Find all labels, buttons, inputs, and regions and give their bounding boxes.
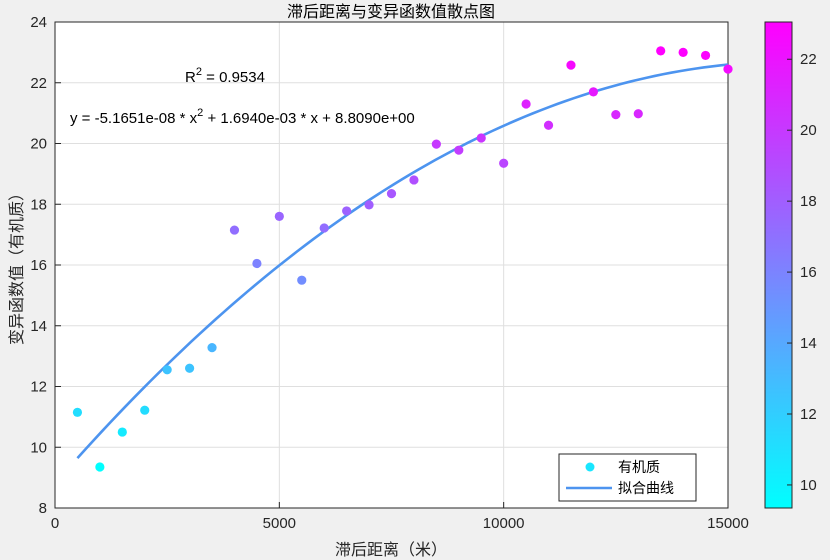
colorbar-tick-label: 10 [800, 477, 817, 494]
scatter-point [521, 99, 531, 109]
scatter-point [499, 158, 509, 168]
x-tick-label: 5000 [263, 515, 296, 532]
scatter-point [185, 363, 195, 373]
chart-title: 滞后距离与变异函数值散点图 [287, 2, 495, 21]
scatter-point [700, 50, 711, 61]
colorbar-tick-label: 14 [800, 335, 817, 352]
scatter-point [207, 343, 217, 353]
y-tick-label: 22 [30, 75, 47, 92]
y-tick-label: 14 [30, 318, 47, 335]
y-tick-label: 12 [30, 379, 47, 396]
legend-marker-scatter [585, 462, 595, 472]
scatter-points [72, 46, 733, 472]
y-axis: 8 10 12 14 16 18 20 22 24 [30, 14, 61, 517]
y-tick-label: 16 [30, 257, 47, 274]
legend-box [558, 453, 697, 502]
scatter-point [72, 407, 83, 417]
scatter-point [476, 133, 486, 143]
scatter-point [162, 365, 172, 375]
scatter-point [656, 46, 666, 56]
colorbar-tick-label: 12 [800, 406, 817, 423]
scatter-point [431, 139, 441, 149]
scatter-point [229, 225, 240, 235]
x-axis-label: 滞后距离（米） [335, 540, 447, 559]
x-tick-label: 15000 [707, 515, 749, 532]
scatter-point [252, 258, 262, 269]
x-tick-label: 10000 [483, 515, 525, 532]
fit-equation-annotation: y = -5.1651e-08 * x2 + 1.6940e-03 * x + … [70, 107, 415, 127]
colorbar [764, 21, 793, 509]
colorbar-ticks: 10 12 14 16 18 20 22 [787, 51, 817, 494]
scatter-point [678, 47, 688, 57]
scatter-point [543, 120, 554, 130]
scatter-point [364, 200, 374, 210]
scatter-point [319, 223, 329, 233]
scatter-point [633, 109, 643, 119]
r-squared-annotation: R2 = 0.9534 [185, 66, 265, 86]
y-tick-label: 10 [30, 439, 47, 456]
scatter-point [723, 64, 733, 74]
scatter-point [386, 189, 397, 199]
scatter-point [566, 60, 576, 70]
scatter-point [140, 405, 150, 415]
colorbar-tick-label: 16 [800, 264, 817, 281]
scatter-point [297, 275, 307, 285]
x-tick-label: 0 [51, 515, 59, 532]
y-tick-label: 18 [30, 196, 47, 213]
scatter-point [409, 175, 419, 185]
y-tick-label: 24 [30, 14, 47, 31]
legend-label-scatter: 有机质 [618, 460, 660, 476]
colorbar-tick-label: 20 [800, 122, 817, 139]
fit-curve-line [76, 63, 729, 459]
scatter-point [611, 110, 621, 120]
colorbar-tick-label: 18 [800, 193, 817, 210]
y-axis-label: 变异函数值（有机质） [7, 185, 26, 345]
scatter-point [342, 206, 352, 216]
scatter-point [117, 427, 127, 437]
scatter-point [95, 462, 105, 472]
x-axis: 0 5000 10000 15000 [51, 502, 749, 532]
scatter-point [454, 145, 464, 155]
legend-label-fit: 拟合曲线 [618, 481, 674, 497]
y-tick-label: 20 [30, 136, 47, 153]
scatter-point [588, 87, 599, 97]
colorbar-tick-label: 22 [800, 51, 817, 68]
scatter-point [274, 211, 284, 221]
legend: 有机质 拟合曲线 [558, 453, 697, 502]
y-tick-label: 8 [39, 500, 47, 517]
